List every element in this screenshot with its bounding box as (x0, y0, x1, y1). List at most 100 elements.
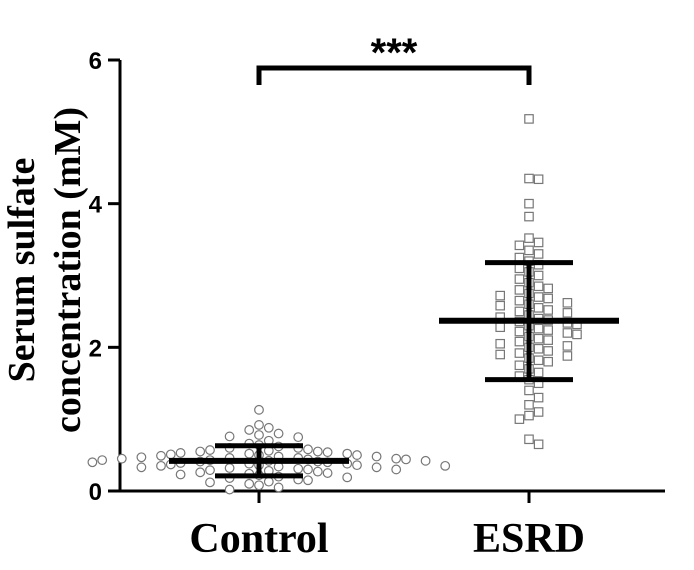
y-axis-title-line2: concentration (mM) (47, 107, 89, 433)
esrd-data-point (495, 300, 505, 311)
esrd-data-point (514, 263, 525, 274)
control-data-point (263, 422, 274, 433)
control-data-point (371, 451, 382, 462)
esrd-data-point (543, 346, 553, 356)
axes (118, 60, 665, 493)
esrd-data-point (533, 343, 544, 354)
control-data-point (224, 484, 235, 495)
x-category-label: ESRD (473, 516, 585, 562)
control-data-point (224, 431, 235, 442)
data-points (87, 114, 582, 495)
esrd-data-point (495, 338, 505, 349)
control-data-point (254, 430, 264, 440)
y-tick-label: 2 (89, 335, 102, 362)
mean-sd-bars (169, 260, 619, 479)
esrd-data-point (533, 439, 544, 450)
control-data-point (342, 472, 353, 483)
control-data-point (156, 450, 166, 461)
esrd-data-point (533, 292, 544, 302)
esrd-data-point (514, 360, 525, 371)
control-data-point (342, 448, 353, 459)
esrd-data-point (514, 414, 525, 424)
y-ticks: 0 2 4 6 (89, 48, 120, 506)
esrd-data-point (543, 356, 553, 367)
control-data-point (136, 462, 147, 473)
esrd-data-point (533, 281, 544, 292)
esrd-data-point (495, 290, 505, 301)
esrd-data-point (562, 351, 573, 361)
esrd-data-point (533, 367, 544, 378)
esrd-data-point (514, 306, 525, 317)
control-data-point (205, 445, 215, 455)
esrd-data-point (562, 297, 573, 308)
control-data-point (205, 465, 215, 476)
control-data-point (303, 475, 313, 486)
esrd-data-point (562, 328, 573, 338)
control-data-point (244, 425, 255, 435)
control-data-point (263, 476, 274, 487)
control-data-point (322, 447, 333, 458)
control-data-point (352, 460, 362, 471)
control-data-point (391, 453, 402, 464)
esrd-data-point (543, 335, 553, 345)
esrd-data-point (533, 355, 544, 366)
esrd-data-point (562, 308, 573, 318)
esrd-data-point (533, 333, 544, 344)
esrd-data-point (543, 325, 553, 335)
esrd-data-point (533, 249, 544, 259)
control-data-point (293, 463, 304, 474)
esrd-data-point (524, 198, 534, 209)
control-data-point (303, 464, 313, 475)
esrd-data-point (524, 410, 534, 421)
esrd-data-point (524, 385, 534, 396)
y-axis-title-line1: Serum sulfate (1, 158, 43, 383)
esrd-data-point (514, 336, 525, 347)
x-category-label: Control (189, 516, 328, 562)
control-data-point (401, 454, 411, 465)
esrd-data-point (514, 285, 525, 295)
control-data-point (175, 448, 186, 458)
esrd-data-point (533, 392, 544, 403)
control-data-point (420, 455, 431, 466)
control-data-point (371, 462, 382, 473)
control-data-point (156, 460, 166, 471)
esrd-data-point (524, 434, 534, 445)
esrd-data-point (543, 305, 553, 315)
control-data-point (195, 446, 206, 457)
control-data-point (165, 449, 176, 460)
esrd-data-point (514, 295, 525, 306)
esrd-data-point (533, 303, 544, 313)
control-data-point (312, 446, 323, 457)
control-data-point (205, 477, 215, 488)
control-data-point (391, 464, 402, 475)
esrd-data-point (524, 233, 534, 243)
control-data-point (136, 452, 147, 463)
y-tick-label: 4 (89, 192, 103, 219)
control-data-point (322, 468, 333, 478)
esrd-data-point (524, 211, 534, 222)
esrd-data-point (524, 245, 534, 256)
bracket-line (256, 65, 532, 85)
esrd-data-point (533, 407, 544, 417)
control-data-point (195, 467, 206, 478)
control-data-point (244, 448, 255, 459)
esrd-data-point (533, 323, 544, 334)
esrd-data-point (514, 240, 525, 251)
control-data-point (303, 444, 313, 455)
esrd-data-point (524, 173, 534, 184)
esrd-data-point (514, 274, 525, 284)
esrd-data-point (514, 326, 525, 337)
esrd-data-point (533, 270, 544, 281)
control-data-point (440, 460, 451, 471)
esrd-data-point (533, 237, 544, 248)
control-data-point (97, 455, 108, 466)
significance-label: *** (371, 31, 418, 75)
control-data-point (293, 432, 304, 443)
control-data-point (254, 480, 264, 491)
significance-bracket: *** (256, 31, 532, 85)
control-data-point (254, 404, 264, 415)
esrd-data-point (524, 400, 534, 410)
esrd-data-point (495, 349, 505, 360)
esrd-data-point (572, 329, 582, 340)
